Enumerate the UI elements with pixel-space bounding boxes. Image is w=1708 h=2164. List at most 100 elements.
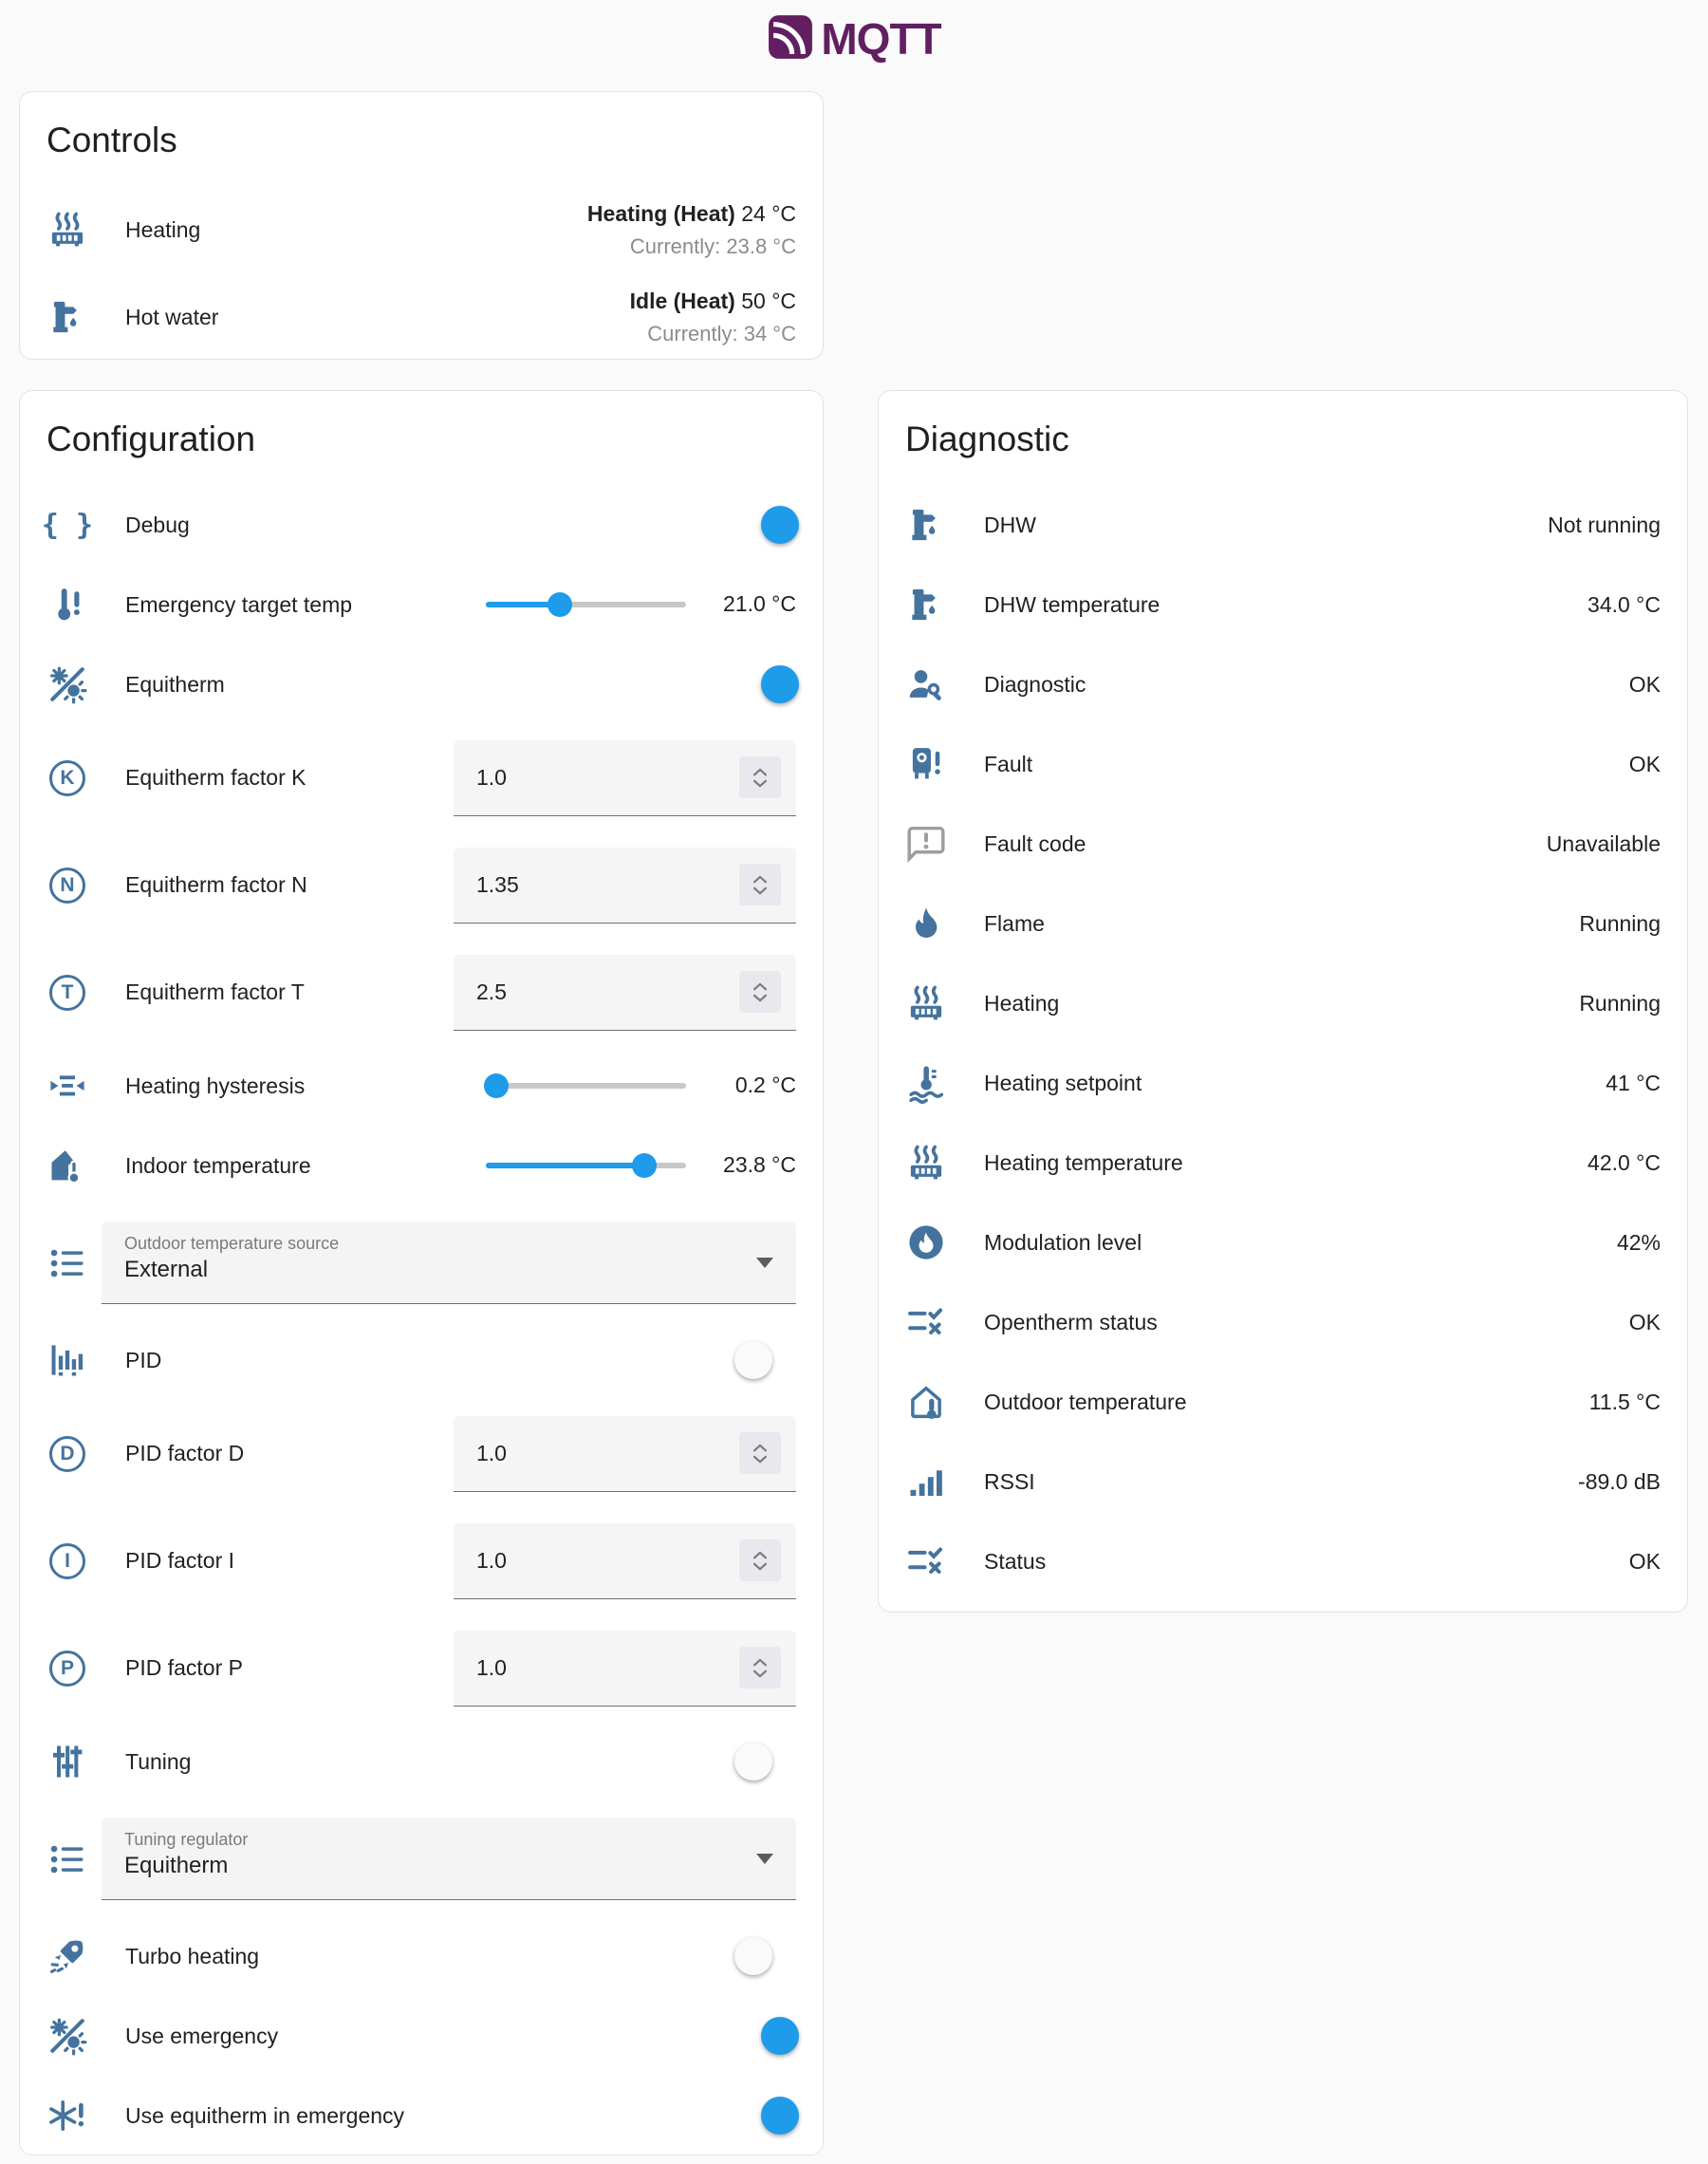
config-row-turbo-heating: Turbo heating xyxy=(20,1916,823,1996)
control-hot-water-state[interactable]: Idle (Heat) 50 °C Currently: 34 °C xyxy=(630,285,796,349)
dhw-temperature-label: DHW temperature xyxy=(984,591,1160,617)
diagnostic-label: Diagnostic xyxy=(984,671,1086,697)
hot-water-current-temp: Currently: 34 °C xyxy=(647,321,796,345)
code-json-icon: { } xyxy=(41,508,94,542)
heating-temperature-label: Heating temperature xyxy=(984,1149,1183,1175)
mqtt-logo-text: MQTT xyxy=(821,14,941,64)
mqtt-logo-icon xyxy=(767,13,814,65)
config-row-pid-factor-d: D PID factor D 1.0 xyxy=(20,1400,823,1507)
slider-thumb[interactable] xyxy=(631,1153,657,1178)
diagnostic-card-title: Diagnostic xyxy=(905,420,1069,458)
equitherm-toggle[interactable] xyxy=(737,665,799,703)
equitherm-factor-n-input[interactable]: 1.35 xyxy=(454,847,796,923)
modulation-level-label: Modulation level xyxy=(984,1229,1142,1255)
diag-row-heating: Heating Running xyxy=(879,963,1687,1043)
fault-value: OK xyxy=(1628,751,1661,776)
heating-value: Running xyxy=(1579,990,1661,1016)
pid-toggle[interactable] xyxy=(734,1341,796,1379)
outdoor-temperature-source-value: External xyxy=(124,1257,209,1282)
emergency-target-temp-value: 21.0 °C xyxy=(723,591,796,617)
home-thermometer-outline-icon xyxy=(905,1381,947,1423)
pid-factor-p-input[interactable]: 1.0 xyxy=(454,1630,796,1707)
use-emergency-toggle[interactable] xyxy=(737,2017,799,2055)
diag-row-heating-setpoint: Heating setpoint 41 °C xyxy=(879,1043,1687,1123)
emergency-target-temp-slider[interactable] xyxy=(486,591,686,618)
use-equitherm-in-emergency-toggle[interactable] xyxy=(737,2097,799,2135)
outdoor-temperature-value: 11.5 °C xyxy=(1588,1389,1661,1414)
control-row-hot-water: Hot water Idle (Heat) 50 °C Currently: 3… xyxy=(20,273,823,359)
diag-row-modulation-level: Modulation level 42% xyxy=(879,1203,1687,1282)
pid-factor-i-input[interactable]: 1.0 xyxy=(454,1522,796,1599)
sun-snowflake-icon xyxy=(46,2015,88,2057)
indoor-temperature-slider[interactable] xyxy=(486,1152,686,1179)
pid-factor-d-stepper[interactable] xyxy=(739,1432,781,1474)
slider-thumb[interactable] xyxy=(548,592,573,617)
config-row-use-equitherm-in-emergency: Use equitherm in emergency xyxy=(20,2076,823,2155)
opentherm-status-label: Opentherm status xyxy=(984,1309,1158,1334)
control-heating-label: Heating xyxy=(125,216,201,242)
heating-target-temp: 24 °C xyxy=(741,201,796,227)
config-row-emergency-target-temp: Emergency target temp 21.0 °C xyxy=(20,565,823,644)
control-hot-water-label: Hot water xyxy=(125,304,219,329)
account-wrench-icon xyxy=(905,663,947,705)
tuning-regulator-value: Equitherm xyxy=(124,1853,229,1878)
equitherm-factor-n-value: 1.35 xyxy=(476,871,519,897)
equitherm-factor-t-stepper[interactable] xyxy=(739,971,781,1013)
diag-row-fault: Fault OK xyxy=(879,724,1687,804)
thermometer-water-icon xyxy=(905,1062,947,1104)
config-row-tuning-regulator: Tuning regulator Equitherm xyxy=(20,1801,823,1916)
tuning-toggle[interactable] xyxy=(734,1743,796,1781)
pid-factor-i-stepper[interactable] xyxy=(739,1539,781,1581)
controls-card-title: Controls xyxy=(46,121,177,159)
pid-factor-p-label: PID factor P xyxy=(125,1655,243,1680)
heating-hysteresis-label: Heating hysteresis xyxy=(125,1073,306,1098)
configuration-card: Configuration { } Debug Emergency target… xyxy=(19,390,824,2155)
radiator-icon xyxy=(905,982,947,1024)
equitherm-factor-t-input[interactable]: 2.5 xyxy=(454,954,796,1031)
controls-card: Controls Heating Heating (Heat) 24 °C Cu… xyxy=(19,91,824,360)
control-heating-state[interactable]: Heating (Heat) 24 °C Currently: 23.8 °C xyxy=(587,197,796,262)
diagnostic-card: Diagnostic DHW Not running DHW temperatu… xyxy=(878,390,1688,1613)
configuration-card-title: Configuration xyxy=(46,420,256,458)
hot-water-mode-text: Idle (Heat) xyxy=(629,289,735,314)
water-boiler-alert-icon xyxy=(905,743,947,785)
alpha-i-circle-icon: I xyxy=(46,1540,88,1582)
outdoor-temperature-source-select[interactable]: Outdoor temperature source External xyxy=(102,1222,796,1304)
page-header: MQTT xyxy=(0,0,1708,68)
slider-thumb[interactable] xyxy=(483,1073,509,1098)
heating-hysteresis-slider[interactable] xyxy=(483,1073,686,1099)
opentherm-status-value: OK xyxy=(1628,1309,1661,1334)
heating-hysteresis-value: 0.2 °C xyxy=(734,1073,796,1098)
debug-toggle[interactable] xyxy=(737,506,799,544)
pid-factor-p-stepper[interactable] xyxy=(739,1647,781,1688)
dhw-value: Not running xyxy=(1548,512,1661,537)
signal-icon xyxy=(905,1461,947,1502)
fire-circle-icon xyxy=(905,1222,947,1263)
thermometer-alert-icon xyxy=(46,584,88,625)
use-equitherm-in-emergency-label: Use equitherm in emergency xyxy=(125,2102,405,2128)
status-label: Status xyxy=(984,1548,1047,1574)
sun-snowflake-icon xyxy=(46,663,88,705)
equitherm-factor-k-stepper[interactable] xyxy=(739,756,781,798)
turbo-heating-toggle[interactable] xyxy=(734,1937,796,1975)
equitherm-factor-k-label: Equitherm factor K xyxy=(125,765,306,790)
chart-histogram-icon xyxy=(46,1339,88,1381)
water-pump-icon xyxy=(905,584,947,625)
equitherm-factor-k-value: 1.0 xyxy=(476,764,507,790)
status-value: OK xyxy=(1628,1548,1661,1574)
hot-water-target-temp: 50 °C xyxy=(741,289,796,314)
heating-temperature-value: 42.0 °C xyxy=(1587,1149,1661,1175)
pid-factor-d-input[interactable]: 1.0 xyxy=(454,1415,796,1492)
debug-label: Debug xyxy=(125,512,190,537)
diag-row-dhw: DHW Not running xyxy=(879,485,1687,565)
equitherm-factor-k-input[interactable]: 1.0 xyxy=(454,739,796,816)
list-bulleted-icon xyxy=(46,1838,88,1880)
alpha-t-circle-icon: T xyxy=(46,972,88,1014)
diag-row-status: Status OK xyxy=(879,1521,1687,1601)
rssi-label: RSSI xyxy=(984,1468,1035,1494)
snowflake-alert-icon xyxy=(46,2095,88,2136)
config-row-indoor-temperature: Indoor temperature 23.8 °C xyxy=(20,1126,823,1205)
tuning-regulator-select[interactable]: Tuning regulator Equitherm xyxy=(102,1818,796,1900)
heating-mode-text: Heating (Heat) xyxy=(586,201,735,227)
equitherm-factor-n-stepper[interactable] xyxy=(739,864,781,905)
